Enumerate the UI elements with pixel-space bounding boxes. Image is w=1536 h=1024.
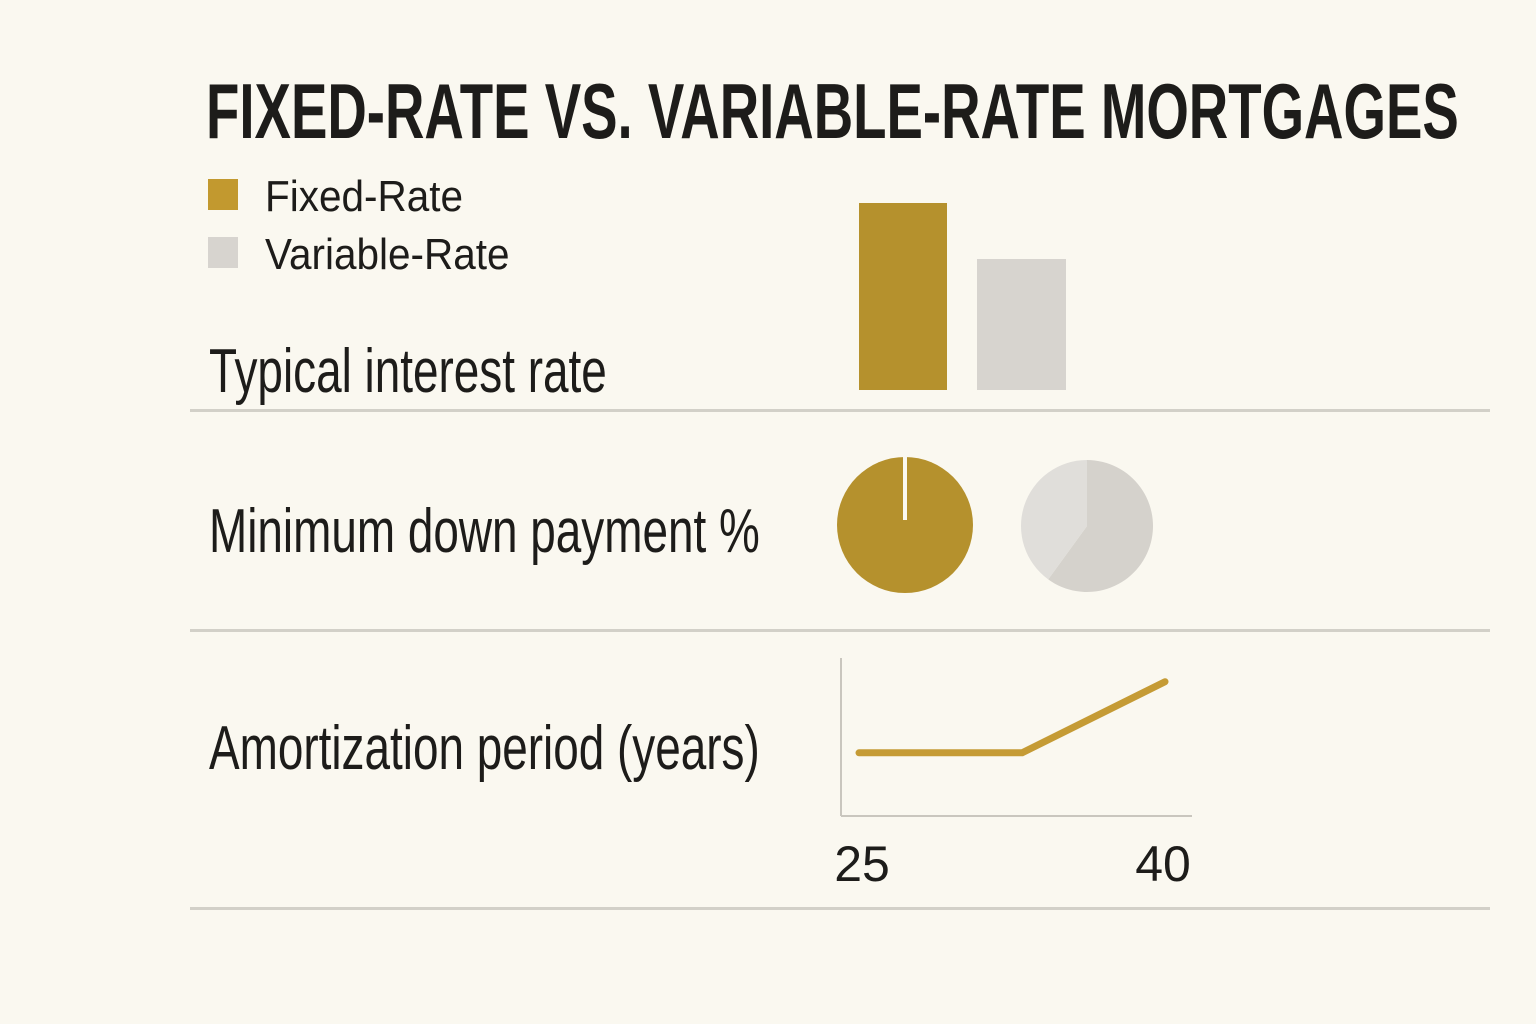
- x-tick-25: 25: [834, 836, 890, 892]
- row-label-interest-rate: Typical interest rate: [209, 337, 607, 406]
- fixed-rate-swatch: [208, 179, 238, 210]
- variable-rate-swatch: [208, 237, 238, 268]
- page-title: FIXED-RATE VS. VARIABLE-RATE MORTGAGES: [206, 67, 1459, 155]
- divider: [190, 907, 1490, 910]
- legend-label-variable: Variable-Rate: [265, 230, 510, 279]
- x-tick-40: 40: [1135, 836, 1191, 892]
- row-label-amortization: Amortization period (years): [209, 714, 760, 783]
- row-label-down-payment: Minimum down payment %: [209, 497, 760, 566]
- down-payment-pie-charts: [837, 457, 1153, 593]
- legend-label-fixed: Fixed-Rate: [265, 172, 463, 221]
- interest-rate-bar-chart: [859, 203, 1066, 390]
- divider: [190, 629, 1490, 632]
- amortization-line-chart: [840, 658, 1192, 817]
- divider: [190, 409, 1490, 412]
